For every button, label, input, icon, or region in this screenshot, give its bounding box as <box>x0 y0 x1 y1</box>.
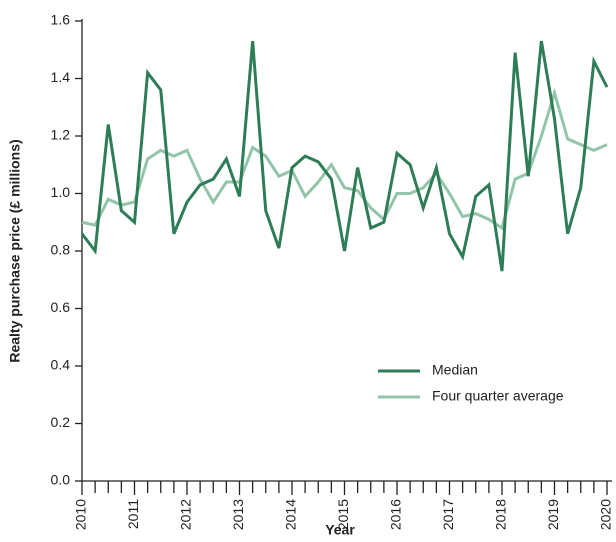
y-tick-label: 1.6 <box>51 12 71 28</box>
y-tick-label: 1.0 <box>51 184 71 200</box>
x-tick-label: 2016 <box>388 499 404 530</box>
y-tick-label: 0.2 <box>51 414 71 430</box>
series-line <box>81 87 608 231</box>
x-tick-label: 2014 <box>283 499 299 530</box>
y-tick-label: 0.4 <box>51 357 71 373</box>
x-tick-label: 2012 <box>178 499 194 530</box>
series-line <box>80 40 609 272</box>
y-tick-label: 1.4 <box>51 69 71 85</box>
y-tick-label: 1.2 <box>51 127 71 143</box>
y-tick-label: 0.0 <box>51 472 71 488</box>
x-tick-label: 2015 <box>335 499 351 530</box>
legend-label: Four quarter average <box>432 388 564 404</box>
x-tick-label: 2017 <box>440 499 456 530</box>
x-tick-label: 2019 <box>545 499 561 530</box>
x-tick-label: 2020 <box>598 499 614 530</box>
x-tick-label: 2013 <box>230 499 246 530</box>
y-tick-label: 0.8 <box>51 242 71 258</box>
x-axis-label: Year <box>325 522 355 538</box>
x-tick-label: 2010 <box>73 499 89 530</box>
legend-label: Median <box>432 362 478 378</box>
y-axis-label: Realty purchase price (£ millions) <box>7 139 23 362</box>
x-tick-label: 2018 <box>493 499 509 530</box>
y-tick-label: 0.6 <box>51 299 71 315</box>
x-tick-label: 2011 <box>125 499 141 529</box>
